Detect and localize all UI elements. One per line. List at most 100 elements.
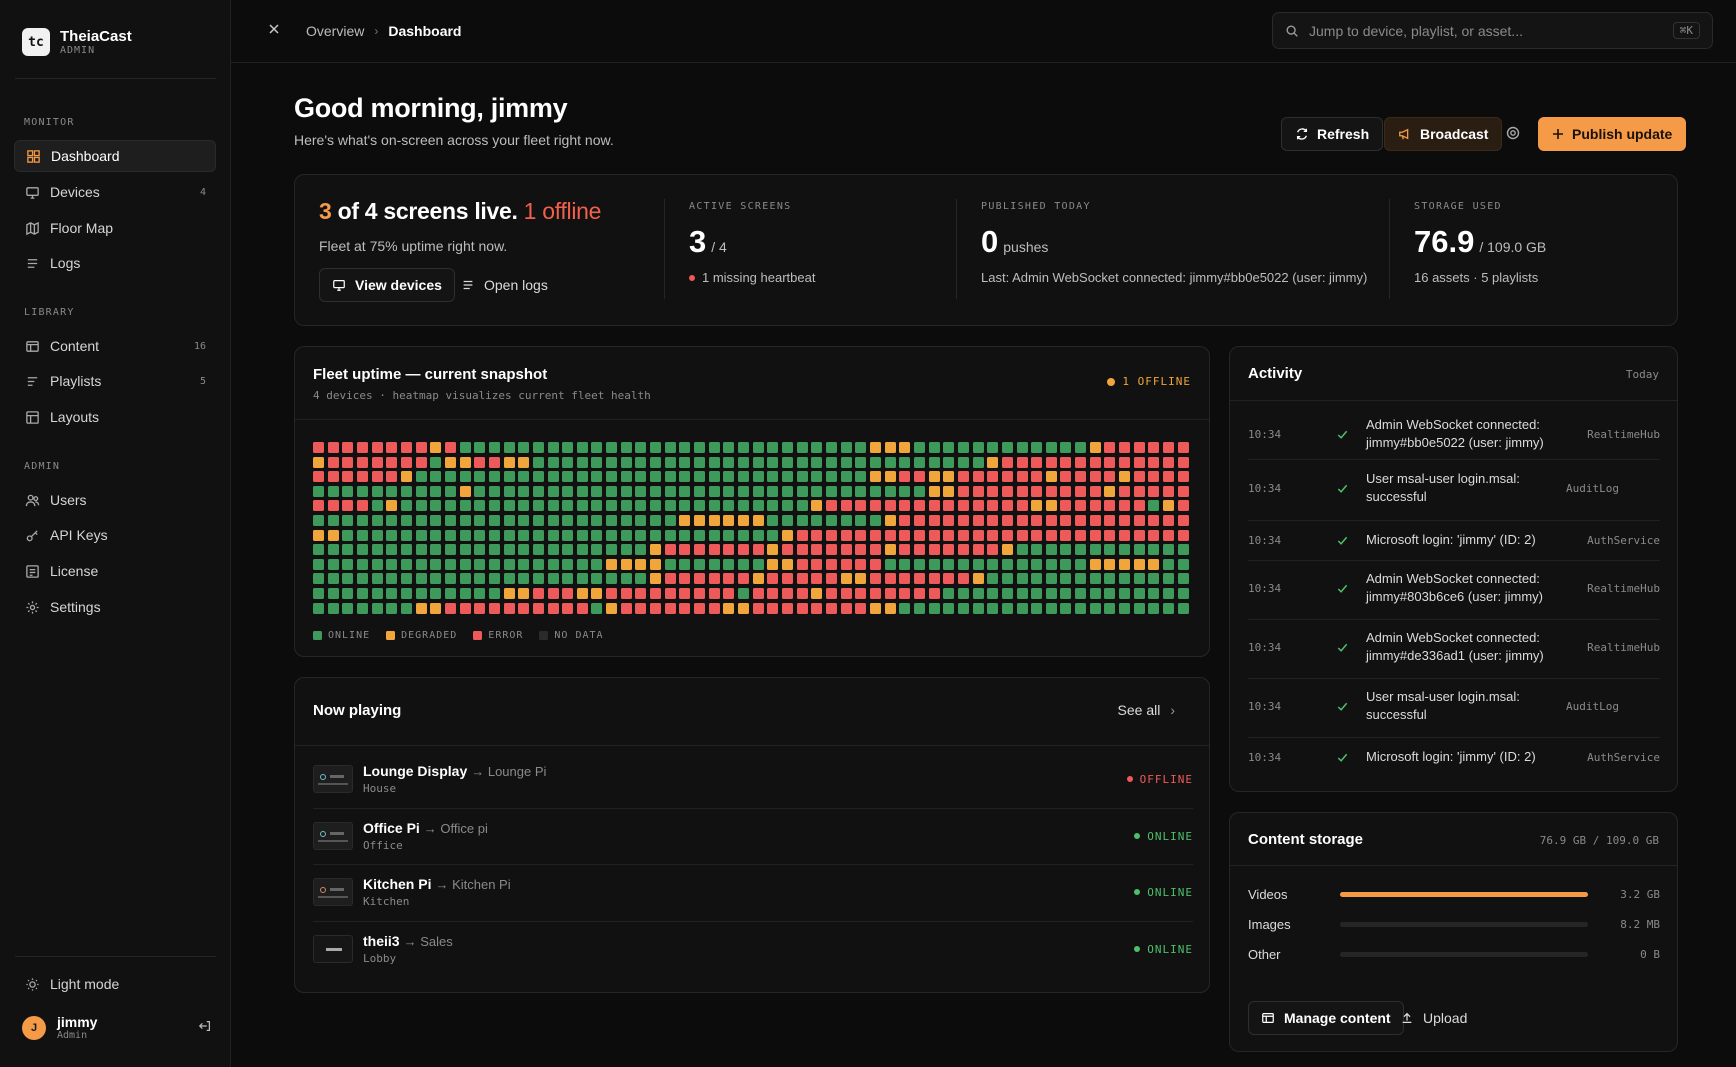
list-item[interactable]: theii3 → Sales Lobby ONLINE <box>313 921 1193 977</box>
heatmap-cell <box>547 456 559 468</box>
heatmap-cell <box>1060 587 1072 599</box>
search-box[interactable]: ⌘K <box>1272 12 1713 49</box>
heatmap-cell <box>547 500 559 512</box>
heatmap-cell <box>723 602 735 614</box>
heatmap-cell <box>811 485 823 497</box>
monitor-icon <box>24 184 40 200</box>
heatmap-cell <box>884 573 896 585</box>
stat-note: 16 assets · 5 playlists <box>1414 270 1539 285</box>
sidebar-item-floor-map[interactable]: Floor Map <box>14 212 216 244</box>
heatmap-cell <box>913 514 925 526</box>
brand[interactable]: tc TheiaCast ADMIN <box>22 28 132 56</box>
heatmap-cell <box>342 471 354 483</box>
sidebar-item-api-keys[interactable]: API Keys <box>14 519 216 551</box>
sidebar-item-license[interactable]: License <box>14 555 216 587</box>
activity-source: AuthService <box>1587 750 1660 764</box>
heatmap-cell <box>679 471 691 483</box>
heatmap-cell <box>488 529 500 541</box>
heatmap-cell <box>664 442 676 453</box>
sidebar-item-dashboard[interactable]: Dashboard <box>14 140 216 172</box>
heatmap-cell <box>869 587 881 599</box>
heatmap-cell <box>884 442 896 453</box>
sidebar-item-settings[interactable]: Settings <box>14 591 216 623</box>
heatmap-cell <box>459 442 471 453</box>
heatmap-cell <box>415 573 427 585</box>
heatmap-cell <box>650 602 662 614</box>
user-profile[interactable]: J jimmy Admin <box>22 1014 212 1041</box>
broadcast-button[interactable]: Broadcast <box>1384 117 1503 151</box>
status-dot <box>689 274 695 281</box>
heatmap-cell <box>899 544 911 556</box>
gear-icon[interactable] <box>1505 125 1521 141</box>
heatmap-cell <box>1119 485 1131 497</box>
device-playlist: → Lounge Pi <box>471 764 547 779</box>
heatmap-cell <box>987 442 999 453</box>
heatmap-cell <box>987 500 999 512</box>
heatmap-cell <box>532 456 544 468</box>
heatmap-cell <box>415 602 427 614</box>
heatmap-cell <box>562 456 574 468</box>
list-item[interactable]: Kitchen Pi → Kitchen Pi Kitchen ONLINE <box>313 864 1193 920</box>
page-title: Good morning, jimmy <box>294 93 568 123</box>
heatmap-cell <box>650 471 662 483</box>
breadcrumb-overview[interactable]: Overview <box>306 23 365 39</box>
heatmap-cell <box>811 602 823 614</box>
heatmap-cell <box>855 514 867 526</box>
heatmap-cell <box>386 442 398 453</box>
open-logs-button[interactable]: Open logs <box>449 268 560 302</box>
heatmap-cell <box>1104 573 1116 585</box>
activity-message: Admin WebSocket connected: jimmy#de336ad… <box>1366 630 1544 663</box>
heatmap-cell <box>738 544 750 556</box>
offline-badge: 1 OFFLINE <box>1107 375 1191 388</box>
sidebar-item-playlists[interactable]: Playlists 5 <box>14 365 216 397</box>
status-label: ONLINE <box>1147 829 1193 843</box>
heatmap-cell <box>928 602 940 614</box>
broadcast-label: Broadcast <box>1420 126 1489 142</box>
heatmap-cell <box>708 442 720 453</box>
view-devices-button[interactable]: View devices <box>319 268 455 302</box>
logout-icon[interactable] <box>198 1019 212 1036</box>
list-item[interactable]: Office Pi → Office pi Office ONLINE <box>313 808 1193 864</box>
sidebar-item-layouts[interactable]: Layouts <box>14 401 216 433</box>
heatmap-cell <box>708 500 720 512</box>
heatmap-cell <box>474 558 486 570</box>
heatmap-cell <box>1163 456 1175 468</box>
heatmap-cell <box>620 500 632 512</box>
heatmap-cell <box>1075 514 1087 526</box>
heatmap-cell <box>415 500 427 512</box>
heatmap-cell <box>518 485 530 497</box>
heatmap-cell <box>532 529 544 541</box>
heatmap-cell <box>532 471 544 483</box>
heatmap-cell <box>811 529 823 541</box>
brand-role: ADMIN <box>60 45 96 56</box>
heatmap-cell <box>840 471 852 483</box>
heatmap-cell <box>913 500 925 512</box>
heatmap-cell <box>825 529 837 541</box>
heatmap-cell <box>723 514 735 526</box>
manage-content-button[interactable]: Manage content <box>1248 1001 1404 1035</box>
heatmap-cell <box>430 442 442 453</box>
search-input[interactable] <box>1309 22 1673 39</box>
publish-update-button[interactable]: Publish update <box>1538 117 1687 151</box>
heatmap-cell <box>591 587 603 599</box>
heatmap-cell <box>957 485 969 497</box>
heatmap-cell <box>972 485 984 497</box>
refresh-button[interactable]: Refresh <box>1281 117 1384 151</box>
heatmap-cell <box>1119 544 1131 556</box>
heatmap-cell <box>679 442 691 453</box>
sidebar-item-users[interactable]: Users <box>14 484 216 516</box>
sidebar-item-devices[interactable]: Devices 4 <box>14 176 216 208</box>
upload-button[interactable]: Upload <box>1388 1001 1479 1035</box>
heatmap-legend: ONLINE DEGRADED ERROR NO DATA <box>313 630 620 641</box>
heatmap-cell <box>342 558 354 570</box>
sidebar-item-content[interactable]: Content 16 <box>14 330 216 362</box>
see-all-link[interactable]: See all › <box>1118 702 1175 718</box>
heatmap-cell <box>972 514 984 526</box>
close-icon[interactable] <box>267 22 281 36</box>
list-item[interactable]: Lounge Display → Lounge Pi House OFFLINE <box>313 751 1193 807</box>
heatmap-cell <box>796 544 808 556</box>
light-mode-toggle[interactable]: Light mode <box>14 968 216 1000</box>
heatmap-cell <box>1031 544 1043 556</box>
status-label: OFFLINE <box>1139 772 1193 786</box>
sidebar-item-logs[interactable]: Logs <box>14 247 216 279</box>
